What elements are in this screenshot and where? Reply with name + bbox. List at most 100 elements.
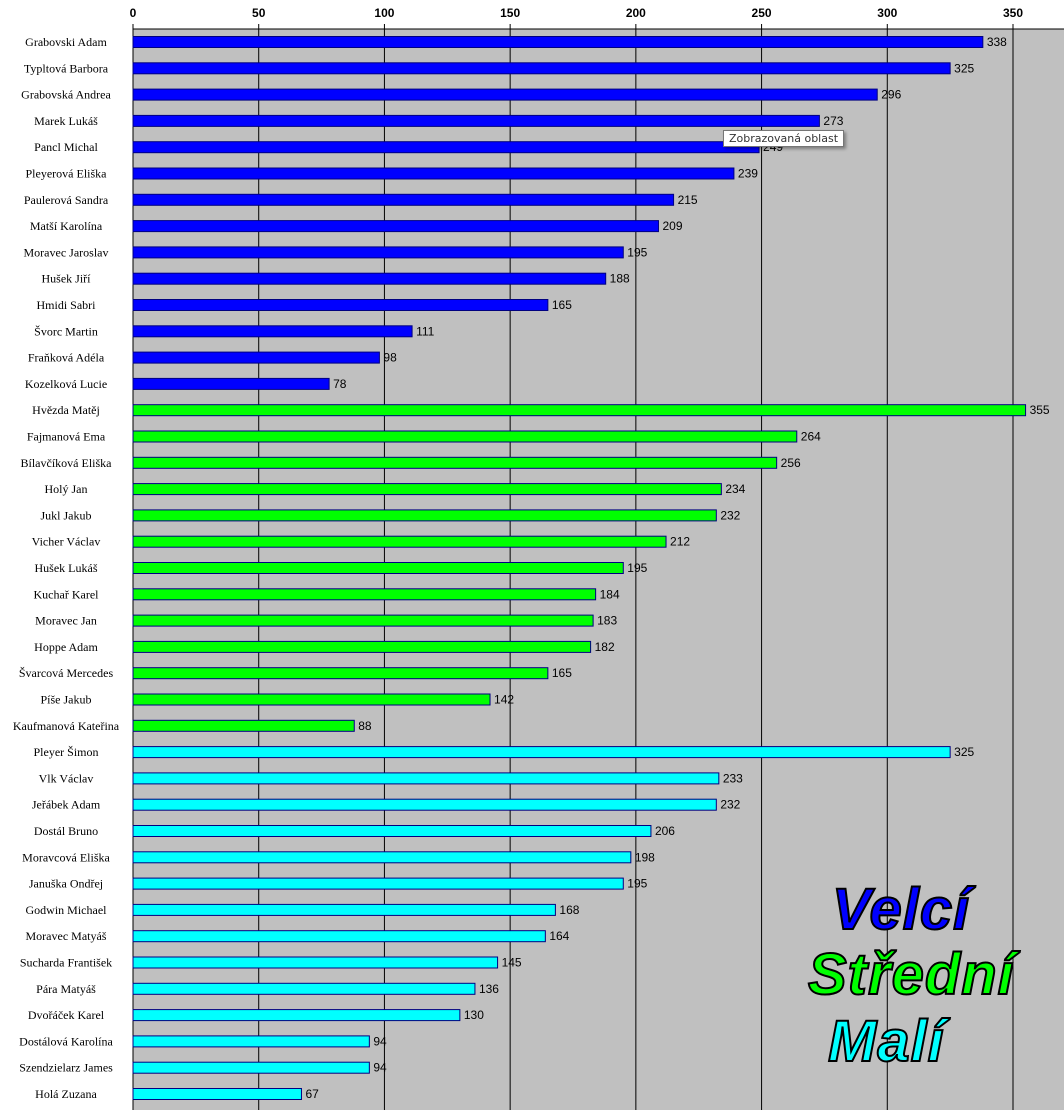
bar (132, 640, 592, 653)
data-label: 142 (494, 693, 514, 707)
data-label: 239 (738, 167, 758, 181)
data-label: 78 (333, 377, 347, 391)
data-label: 232 (720, 508, 740, 522)
category-label: Fraňková Adéla (28, 351, 105, 365)
bar (132, 141, 760, 154)
bar (132, 299, 549, 311)
bar (132, 851, 632, 864)
category-label: Grabovská Andrea (21, 88, 111, 102)
category-label: Hušek Lukáš (35, 561, 98, 575)
category-label: Švorc Martin (34, 324, 98, 338)
bar (132, 746, 951, 759)
data-label: 338 (987, 35, 1007, 49)
category-label: Kaufmanová Kateřina (13, 719, 120, 733)
data-label: 264 (801, 430, 821, 444)
category-label: Pancl Michal (34, 140, 98, 154)
data-label: 136 (479, 982, 499, 996)
legend-velci: Velcí (831, 876, 971, 943)
bar (132, 62, 951, 75)
x-tick-label: 50 (252, 6, 266, 20)
bar (132, 877, 624, 890)
x-tick-label: 250 (752, 6, 772, 20)
data-label: 165 (552, 666, 572, 680)
data-label: 94 (373, 1034, 387, 1048)
data-label: 188 (610, 272, 630, 286)
bar (132, 430, 798, 443)
bar (132, 1061, 370, 1074)
category-label: Moravec Jaroslav (24, 245, 109, 259)
data-label: 130 (464, 1008, 484, 1022)
data-label: 98 (383, 351, 397, 365)
data-label: 234 (725, 482, 745, 496)
category-label: Marek Lukáš (34, 114, 98, 128)
category-label: Matší Karolína (30, 219, 103, 233)
data-label: 182 (595, 640, 615, 654)
bar (132, 246, 624, 259)
bar (132, 562, 624, 574)
category-label: Jeřábek Adam (32, 798, 101, 812)
category-label: Pára Matyáš (36, 982, 96, 996)
category-label: Hvězda Matěj (32, 403, 100, 417)
category-label: Moravec Matyáš (26, 929, 107, 943)
data-label: 325 (954, 745, 974, 759)
bar (132, 798, 717, 811)
bar (132, 351, 380, 364)
data-label: 195 (627, 877, 647, 891)
data-label: 215 (678, 193, 698, 207)
bar (132, 903, 556, 916)
x-tick-label: 200 (626, 6, 646, 20)
bar (132, 982, 476, 995)
bar (132, 193, 675, 206)
bar (132, 667, 549, 680)
data-label: 183 (597, 614, 617, 628)
bar (132, 114, 820, 127)
bar (132, 956, 499, 969)
category-label: Moravcová Eliška (22, 850, 110, 864)
data-label: 296 (881, 88, 901, 102)
x-tick-label: 0 (130, 6, 137, 20)
x-tick-label: 150 (500, 6, 520, 20)
x-tick-label: 350 (1003, 6, 1023, 20)
bar (132, 167, 735, 180)
category-label: Hušek Jiří (42, 272, 92, 286)
bar (132, 614, 594, 627)
bar (132, 1088, 302, 1100)
bar (132, 88, 878, 101)
category-label: Holý Jan (45, 482, 88, 496)
data-label: 195 (627, 561, 647, 575)
data-label: 88 (358, 719, 372, 733)
category-label: Dvořáček Karel (28, 1008, 105, 1022)
category-label: Pleyer Šimon (34, 745, 99, 759)
data-label: 232 (720, 798, 740, 812)
category-label: Sucharda František (20, 956, 112, 970)
bar (132, 588, 597, 601)
data-label: 325 (954, 61, 974, 75)
category-label: Vicher Václav (32, 535, 101, 549)
data-label: 209 (662, 219, 682, 233)
data-label: 273 (823, 114, 843, 128)
category-label: Holá Zuzana (35, 1087, 97, 1101)
bar (132, 483, 722, 496)
bar (132, 456, 778, 469)
bar (132, 377, 330, 390)
bar (132, 719, 355, 732)
category-label: Vlk Václav (39, 771, 94, 785)
bar (132, 272, 607, 285)
category-label: Grabovski Adam (25, 35, 107, 49)
legend-stredni: Střední (807, 941, 1015, 1008)
category-label: Typltová Barbora (24, 61, 109, 75)
data-label: 233 (723, 771, 743, 785)
x-tick-label: 100 (374, 6, 394, 20)
category-label: Dostálová Karolína (19, 1034, 113, 1048)
category-label: Kozelková Lucie (25, 377, 107, 391)
data-label: 355 (1030, 403, 1050, 417)
category-label: Jukl Jakub (41, 508, 92, 522)
data-label: 168 (559, 903, 579, 917)
bar (132, 325, 413, 338)
bar (132, 535, 667, 548)
x-tick-label: 300 (877, 6, 897, 20)
category-label: Januška Ondřej (29, 877, 103, 891)
category-label: Godwin Michael (26, 903, 108, 917)
category-label: Kuchař Karel (34, 587, 100, 601)
